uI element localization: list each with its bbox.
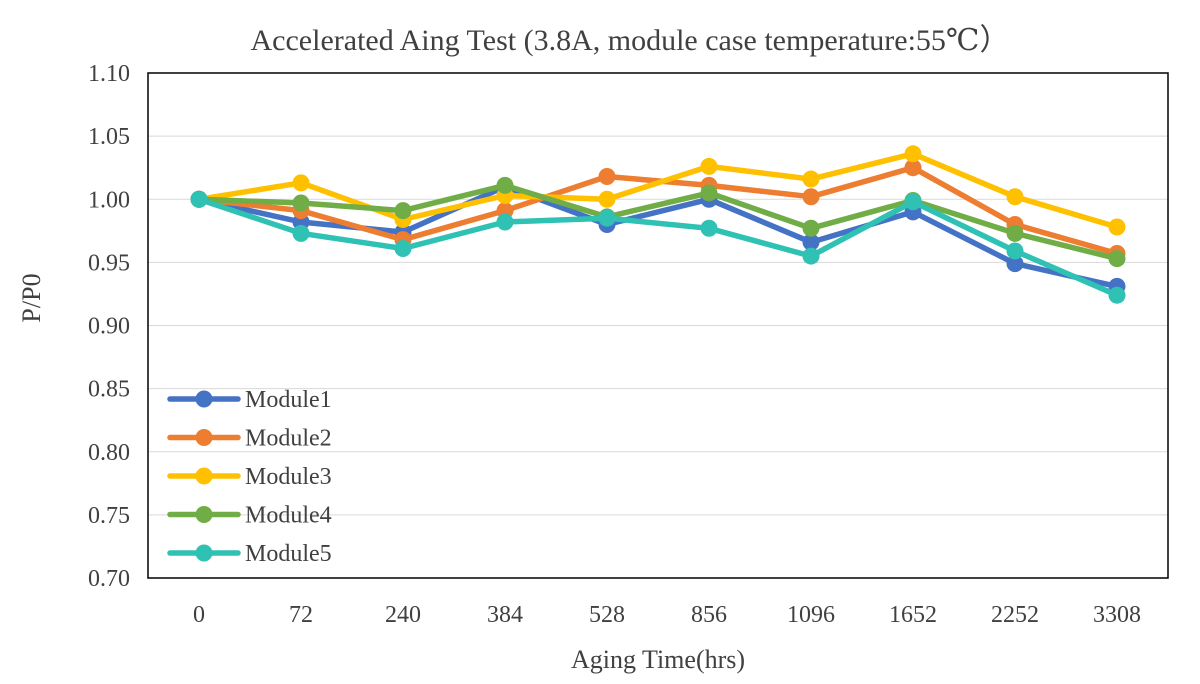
legend-swatch-marker (195, 429, 213, 446)
data-point (496, 213, 514, 231)
series-line (196, 182, 1120, 262)
x-tick-label: 1096 (787, 602, 835, 628)
data-point (394, 239, 412, 257)
grid (148, 135, 1168, 516)
x-axis-ticks: 0 72 240 384 528 856 1096 1652 2252 3308 (193, 602, 1141, 628)
x-tick-label: 1652 (889, 602, 937, 628)
legend-item-module4: Module4 (167, 503, 332, 529)
data-point (1006, 188, 1024, 206)
x-tick-label: 240 (385, 602, 421, 628)
data-point (394, 202, 412, 220)
data-point (496, 176, 514, 194)
data-point (904, 193, 922, 211)
legend-swatch-marker (195, 390, 213, 408)
data-point (802, 233, 820, 251)
y-tick-label: 0.90 (88, 314, 130, 340)
legend-label: Module3 (245, 464, 332, 490)
data-point (802, 219, 820, 237)
series-group (190, 145, 1126, 304)
x-tick-label: 0 (193, 602, 205, 628)
series-line (196, 151, 1120, 230)
x-tick-label: 528 (589, 602, 625, 628)
legend-swatch-marker (195, 544, 213, 562)
data-point (700, 157, 718, 175)
legend-item-module3: Module3 (167, 464, 332, 490)
data-point (1108, 250, 1126, 268)
legend-label: Module4 (245, 503, 332, 529)
y-tick-label: 0.75 (88, 503, 130, 529)
legend: Module1 Module2 Module3 Module4 Module5 (167, 387, 332, 567)
x-tick-label: 3308 (1093, 602, 1141, 628)
data-point (598, 168, 616, 186)
y-axis-ticks: 1.10 1.05 1.00 0.95 0.90 0.85 0.80 0.75 0.70 (88, 61, 130, 592)
data-point (1108, 286, 1126, 304)
y-tick-label: 0.95 (88, 250, 130, 276)
y-tick-label: 1.05 (88, 124, 130, 150)
legend-label: Module5 (245, 541, 332, 567)
legend-item-module2: Module2 (167, 426, 332, 452)
y-tick-label: 0.85 (88, 377, 130, 403)
legend-swatch-marker (195, 506, 213, 523)
x-tick-label: 72 (289, 602, 313, 628)
data-point (190, 190, 208, 208)
series-module5 (190, 190, 1126, 304)
data-point (598, 190, 616, 208)
x-tick-label: 2252 (991, 602, 1039, 628)
data-point (292, 224, 310, 242)
data-point (1006, 242, 1024, 260)
data-point (904, 159, 922, 177)
data-point (1006, 224, 1024, 242)
data-point (802, 188, 820, 206)
y-tick-label: 1.00 (88, 187, 130, 213)
data-point (292, 174, 310, 192)
y-tick-label: 0.70 (88, 566, 130, 592)
plot-area-border (147, 72, 1169, 579)
chart-title: Accelerated Aing Test (3.8A, module case… (251, 24, 1010, 57)
data-point (292, 194, 310, 212)
data-point (1006, 255, 1024, 273)
data-point (802, 247, 820, 265)
legend-swatch-marker (195, 467, 213, 485)
y-axis-label: P/P0 (17, 273, 46, 322)
data-point (1108, 218, 1126, 236)
x-tick-label: 384 (487, 602, 523, 628)
data-point (700, 184, 718, 202)
series-line (196, 196, 1120, 298)
data-point (700, 219, 718, 237)
y-tick-label: 0.80 (88, 440, 130, 466)
data-point (598, 209, 616, 227)
legend-label: Module1 (245, 387, 332, 413)
x-axis-label: Aging Time(hrs) (571, 645, 745, 674)
data-point (904, 145, 922, 163)
legend-item-module1: Module1 (167, 387, 332, 413)
y-tick-label: 1.10 (88, 61, 130, 87)
legend-label: Module2 (245, 426, 332, 452)
data-point (802, 170, 820, 188)
legend-item-module5: Module5 (167, 541, 332, 567)
x-tick-label: 856 (691, 602, 727, 628)
